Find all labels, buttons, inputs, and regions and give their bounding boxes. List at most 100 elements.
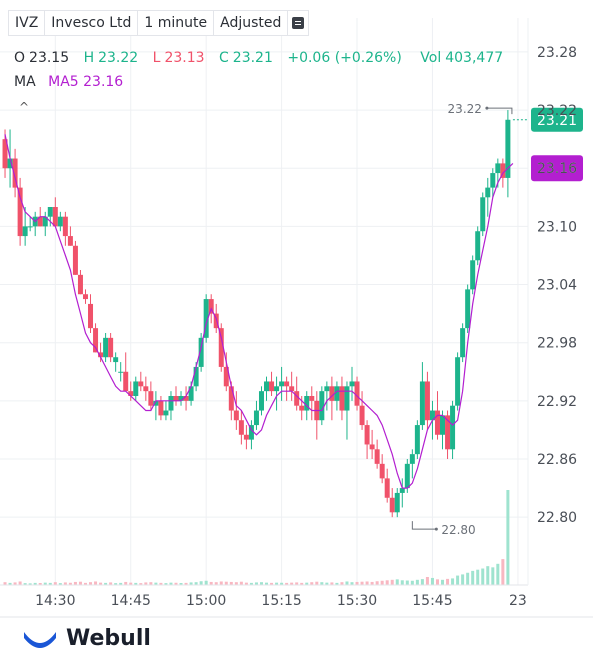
brand-name: Webull	[66, 626, 151, 651]
candle-body	[349, 381, 355, 387]
volume-value: 403,477	[445, 50, 504, 66]
list-icon[interactable]	[287, 10, 310, 36]
candle-body	[460, 328, 466, 358]
x-tick-label: 15:00	[186, 593, 226, 609]
ma5-line-group	[4, 134, 514, 489]
volume-bar	[365, 581, 369, 585]
candle-body	[374, 449, 380, 464]
candle-body	[344, 386, 350, 411]
volume-bar	[441, 579, 445, 585]
candle-body	[188, 386, 194, 401]
volume-bar	[13, 582, 17, 585]
candle-body	[389, 497, 395, 513]
candle-body	[429, 410, 435, 421]
candle-body	[153, 400, 159, 406]
candle-body	[103, 337, 109, 358]
volume-bar	[124, 581, 128, 585]
candle-body	[470, 260, 476, 290]
webull-logo[interactable]: Webull	[22, 626, 151, 651]
ma-readout: MA MA5 23.16	[14, 74, 123, 90]
candle-body	[158, 400, 164, 416]
volume-bar	[491, 567, 495, 585]
volume-bar	[194, 582, 198, 585]
candle-body	[409, 454, 415, 464]
change-value: +0.06 (+0.26%)	[287, 50, 402, 66]
candle-body	[394, 492, 400, 513]
candle-body	[88, 303, 94, 329]
volume-bar	[285, 582, 289, 585]
close-label: C	[219, 50, 229, 66]
volume-bar	[385, 580, 389, 585]
x-tick-label: 23	[509, 593, 527, 609]
volume-bar	[435, 579, 439, 585]
candles	[2, 110, 511, 518]
volume-bar	[310, 582, 314, 585]
candle-body	[228, 386, 234, 411]
candle-body	[369, 444, 375, 450]
volume-bar	[249, 582, 253, 585]
candle-body	[2, 139, 8, 169]
volume-bar	[375, 581, 379, 585]
volume-bar	[58, 583, 62, 585]
candle-body	[475, 231, 481, 261]
collapse-chevron-icon[interactable]: ^	[19, 100, 30, 114]
low-marker-dot	[434, 527, 438, 531]
x-tick-label: 15:15	[261, 593, 301, 609]
volume-bar	[265, 582, 269, 585]
candle-body	[178, 396, 184, 401]
ohlc-readout: O 23.15 H 23.22 L 23.13 C 23.21 +0.06 (+0.26…	[14, 50, 507, 66]
volume-bar	[355, 581, 359, 585]
volume-bar	[486, 566, 490, 585]
company-label[interactable]: Invesco Ltd	[44, 10, 139, 36]
volume-bar	[259, 582, 263, 585]
volume-bar	[119, 582, 123, 585]
candle-body	[269, 381, 275, 392]
candle-body	[128, 391, 134, 396]
volume-bar	[204, 580, 208, 585]
volume-bar	[506, 490, 510, 585]
candle-body	[168, 396, 174, 411]
candle-body	[118, 371, 124, 373]
volume-bar	[461, 574, 465, 585]
volume-bar	[109, 582, 113, 585]
ticker-button[interactable]: IVZ	[8, 10, 46, 36]
volume-bar	[270, 582, 274, 585]
adjust-selector[interactable]: Adjusted	[213, 10, 289, 36]
candle-body	[445, 415, 451, 450]
interval-selector[interactable]: 1 minute	[137, 10, 215, 36]
candle-body	[465, 289, 471, 329]
y-tick-label: 22.86	[537, 452, 577, 468]
volume-bar	[405, 580, 409, 585]
volume-bar	[360, 581, 364, 585]
volume-bar	[476, 569, 480, 585]
candle-body	[334, 386, 340, 401]
volume-bar	[501, 559, 505, 585]
candle-body	[7, 158, 13, 169]
candle-body	[72, 245, 78, 275]
candle-body	[359, 405, 365, 426]
axes: 23.28 23.22 23.16 23.10 23.04 22.98 22.92 22.86…	[0, 18, 593, 618]
volume-bar	[496, 563, 500, 585]
candle-body	[67, 236, 73, 246]
candle-body	[339, 386, 345, 411]
y-tick-label: 22.98	[537, 336, 577, 352]
volume-bar	[184, 582, 188, 585]
candle-body	[98, 352, 104, 358]
volume-bar	[466, 572, 470, 585]
candle-body	[12, 158, 18, 188]
volume-bar	[430, 577, 434, 585]
volume-bar	[53, 582, 57, 585]
volume-bar	[28, 583, 32, 585]
volume-bar	[179, 582, 183, 585]
candle-body	[163, 410, 169, 416]
volume-bar	[169, 582, 173, 585]
y-tick-label: 22.80	[537, 510, 577, 526]
candle-body	[198, 337, 204, 367]
close-value: 23.21	[232, 50, 273, 66]
candle-body	[143, 386, 149, 392]
low-label: L	[152, 50, 161, 66]
volume-bar	[174, 582, 178, 585]
volume-bar	[295, 582, 299, 585]
candle-body	[203, 299, 209, 338]
